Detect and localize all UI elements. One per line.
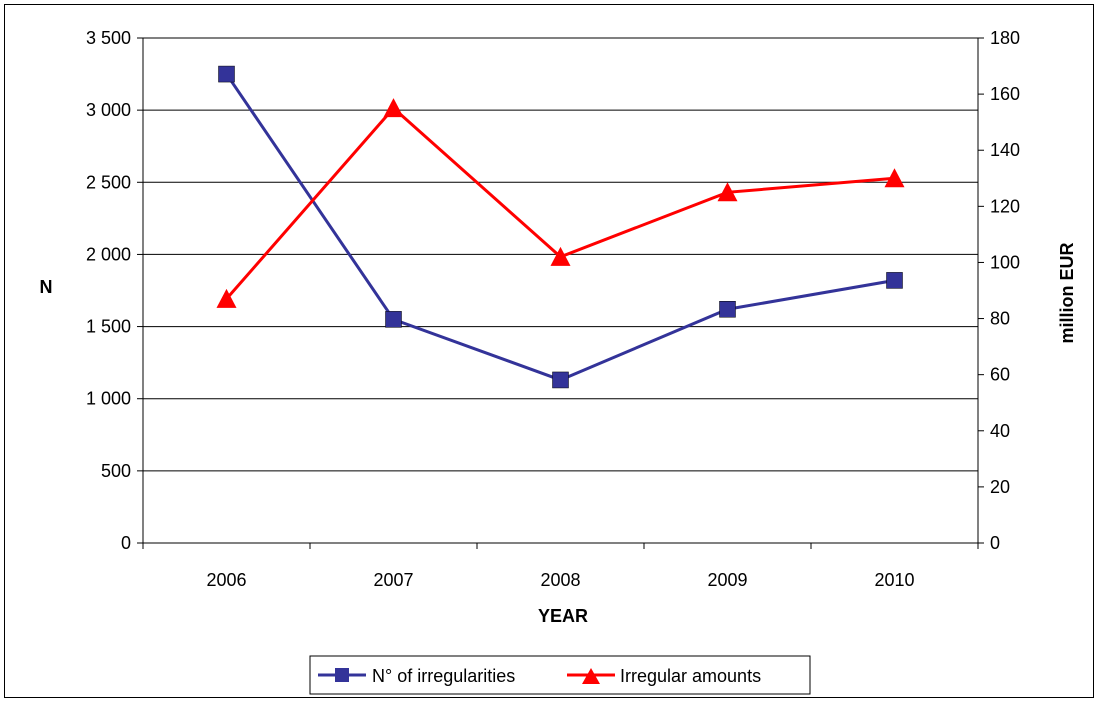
data-point-irregularities	[552, 371, 569, 389]
x-tick-label: 2007	[373, 570, 413, 590]
y-right-tick-label: 140	[990, 140, 1020, 160]
legend-item-amounts: Irregular amounts	[567, 666, 761, 686]
y-left-tick-label: 3 000	[86, 100, 131, 120]
data-point-amounts	[717, 182, 738, 202]
x-tick-label: 2010	[874, 570, 914, 590]
legend-item-irregularities: N° of irregularities	[318, 666, 515, 686]
y-right-tick-label: 160	[990, 84, 1020, 104]
data-point-irregularities	[385, 311, 402, 328]
legend-marker-triangle	[582, 668, 600, 684]
y-right-tick-label: 120	[990, 196, 1020, 216]
y-axis-left-title: N	[40, 277, 53, 297]
series-line-irregularities	[225, 73, 895, 382]
y-right-tick-label: 60	[990, 365, 1010, 385]
y-left-tick-label: 500	[101, 461, 131, 481]
y-right-tick-label: 20	[990, 477, 1010, 497]
x-tick-label: 2008	[540, 570, 580, 590]
y-left-tick-label: 2 000	[86, 244, 131, 264]
legend-box	[309, 655, 811, 695]
series-line-amounts	[225, 106, 895, 300]
data-point-amounts	[216, 288, 237, 308]
chart-frame	[4, 4, 1094, 698]
y-axis-right-title: million EUR	[1057, 242, 1077, 343]
y-left-tick-label: 0	[121, 533, 131, 553]
y-right-tick-label: 0	[990, 533, 1000, 553]
x-tick-label: 2006	[206, 570, 246, 590]
legend-label-irregularities: N° of irregularities	[372, 666, 515, 686]
axes	[137, 37, 984, 549]
data-point-irregularities	[218, 65, 235, 83]
y-left-tick-label: 2 500	[86, 172, 131, 192]
legend: N° of irregularities Irregular amounts	[309, 655, 811, 695]
data-point-amounts	[383, 98, 404, 118]
x-tick-label: 2009	[707, 570, 747, 590]
legend-label-amounts: Irregular amounts	[620, 666, 761, 686]
y-right-tick-label: 40	[990, 421, 1010, 441]
y-right-tick-label: 80	[990, 309, 1010, 329]
tick-labels: 0 500 1 000 1 500 2 000 2 500 3 000 3 500 0 20 40 6…	[86, 28, 1020, 590]
y-left-tick-label: 1 000	[86, 389, 131, 409]
x-axis-title: YEAR	[538, 606, 588, 626]
y-left-tick-label: 1 500	[86, 317, 131, 337]
data-point-irregularities	[886, 272, 903, 289]
data-point-amounts	[884, 168, 905, 188]
gridlines	[143, 37, 978, 472]
legend-marker-square	[335, 668, 349, 682]
series-layer	[216, 65, 905, 389]
y-right-tick-label: 180	[990, 28, 1020, 48]
y-right-tick-label: 100	[990, 252, 1020, 272]
data-point-irregularities	[719, 301, 736, 318]
data-point-amounts	[550, 246, 571, 266]
y-left-tick-label: 3 500	[86, 28, 131, 48]
